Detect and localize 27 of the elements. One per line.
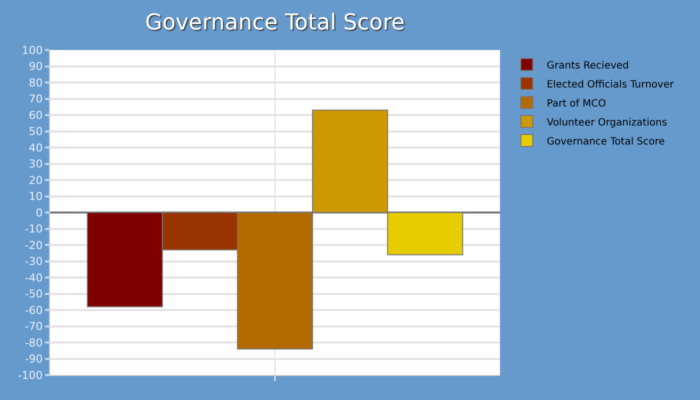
y-tick-label: 10	[28, 190, 43, 204]
y-tick-label: 70	[28, 92, 43, 106]
y-tick-label: -40	[24, 271, 43, 284]
y-tick-label: -80	[24, 336, 43, 350]
y-tick-label: -70	[24, 320, 43, 334]
y-tick-label: 50	[28, 125, 43, 138]
y-tick-label: -30	[24, 255, 43, 268]
y-tick-label: 100	[22, 44, 43, 57]
y-tick-label: 40	[28, 141, 43, 154]
y-tick-label: 30	[28, 158, 43, 171]
y-tick-label: 80	[28, 76, 43, 90]
y-tick-label: -20	[24, 238, 43, 252]
y-tick-label: 90	[28, 60, 43, 74]
legend-label: Part of MCO	[546, 98, 606, 110]
y-tick-label: -60	[24, 304, 43, 317]
legend-label: Volunteer Organizations	[546, 117, 668, 128]
legend-label: Grants Recieved	[546, 60, 629, 72]
legend-label: Governance Total Score	[546, 136, 665, 148]
y-tick-label: 0	[36, 206, 43, 220]
chart-title: Governance Total Score	[145, 10, 405, 36]
y-tick-label: -90	[24, 352, 43, 366]
y-tick-label: -100	[18, 368, 43, 382]
y-tick-label: 20	[28, 174, 43, 187]
y-tick-label: 60	[28, 108, 43, 122]
y-tick-label: -50	[24, 288, 43, 301]
y-tick-label: -10	[24, 222, 43, 236]
legend-label: Elected Officials Turnover	[546, 79, 675, 90]
